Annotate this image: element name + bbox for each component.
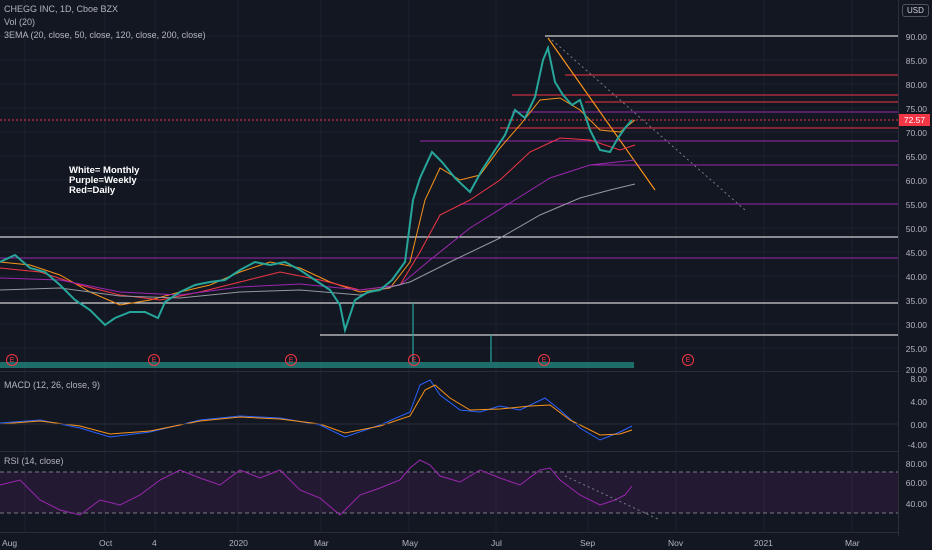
price-tick: 25.00: [905, 344, 927, 354]
macd-indicator-label[interactable]: MACD (12, 26, close, 9): [4, 380, 101, 390]
rsi-tick: 40.00: [905, 499, 927, 509]
time-tick: 2021: [754, 538, 773, 548]
ema-20: [0, 97, 636, 306]
ema-120: [0, 159, 636, 296]
earnings-marker[interactable]: E: [148, 354, 160, 366]
price-tick: 45.00: [905, 248, 927, 258]
rsi-indicator-label[interactable]: RSI (14, close): [4, 456, 64, 466]
time-tick: Sep: [580, 538, 596, 548]
time-tick: Oct: [99, 538, 113, 548]
ema-indicator-label[interactable]: 3EMA (20, close, 50, close, 120, close, …: [4, 30, 206, 40]
signal-line: [0, 384, 633, 436]
price-tick: 80.00: [905, 80, 927, 90]
weekly-levels: [0, 111, 898, 259]
downtrend-line: [547, 37, 656, 191]
dotted-trend-line: [551, 39, 746, 211]
time-tick: Jul: [491, 538, 502, 548]
symbol-title[interactable]: CHEGG INC, 1D, Cboe BZX: [4, 4, 119, 14]
time-tick: Nov: [668, 538, 684, 548]
earnings-marker[interactable]: E: [6, 354, 18, 366]
macd-tick: 0.00: [910, 420, 927, 430]
price-tick: 55.00: [905, 200, 927, 210]
time-tick: 4: [152, 538, 157, 548]
ema-200: [0, 183, 636, 299]
note-daily: Red=Daily: [69, 185, 116, 196]
time-tick: Aug: [2, 538, 18, 548]
time-axis-line: [0, 532, 898, 533]
macd-tick: 8.00: [910, 374, 927, 384]
macd-tick: -4.00: [907, 440, 927, 450]
macd-line: [0, 379, 633, 441]
price-tick: 20.00: [905, 365, 927, 375]
note-monthly: White= Monthly: [69, 165, 140, 176]
legend-annotation: White= Monthly Purple=Weekly Red=Daily: [69, 166, 139, 196]
time-tick: 2020: [229, 538, 248, 548]
price-tick: 75.00: [905, 104, 927, 114]
time-tick: May: [402, 538, 419, 548]
price-tick: 40.00: [905, 272, 927, 282]
monthly-levels: [0, 35, 898, 336]
price-tick: 50.00: [905, 224, 927, 234]
earnings-marker[interactable]: E: [408, 354, 420, 366]
rsi-tick: 60.00: [905, 478, 927, 488]
pane-separator-rsi: [0, 451, 898, 452]
earnings-marker[interactable]: E: [538, 354, 550, 366]
rsi-band: [0, 472, 898, 513]
last-price-badge: 72.57: [899, 114, 930, 126]
price-tick: 30.00: [905, 320, 927, 330]
price-candles: [0, 44, 633, 334]
pane-separator-macd: [0, 371, 898, 372]
time-tick: Mar: [845, 538, 860, 548]
volume-indicator-label[interactable]: Vol (20): [4, 17, 36, 27]
price-tick: 60.00: [905, 176, 927, 186]
price-tick: 70.00: [905, 128, 927, 138]
earnings-marker[interactable]: E: [682, 354, 694, 366]
price-tick: 85.00: [905, 56, 927, 66]
rsi-line: [0, 459, 633, 516]
price-tick: 90.00: [905, 32, 927, 42]
daily-levels: [500, 74, 898, 129]
rsi-tick: 80.00: [905, 459, 927, 469]
price-tick: 65.00: [905, 152, 927, 162]
price-tick: 35.00: [905, 296, 927, 306]
time-tick: Mar: [314, 538, 329, 548]
volume-bars: [0, 303, 634, 368]
currency-button[interactable]: USD: [902, 4, 929, 17]
macd-tick: 4.00: [910, 397, 927, 407]
price-axis[interactable]: 90.00 85.00 80.00 75.00 70.00 65.00 60.0…: [898, 0, 932, 536]
earnings-marker[interactable]: E: [285, 354, 297, 366]
note-weekly: Purple=Weekly: [69, 175, 137, 186]
